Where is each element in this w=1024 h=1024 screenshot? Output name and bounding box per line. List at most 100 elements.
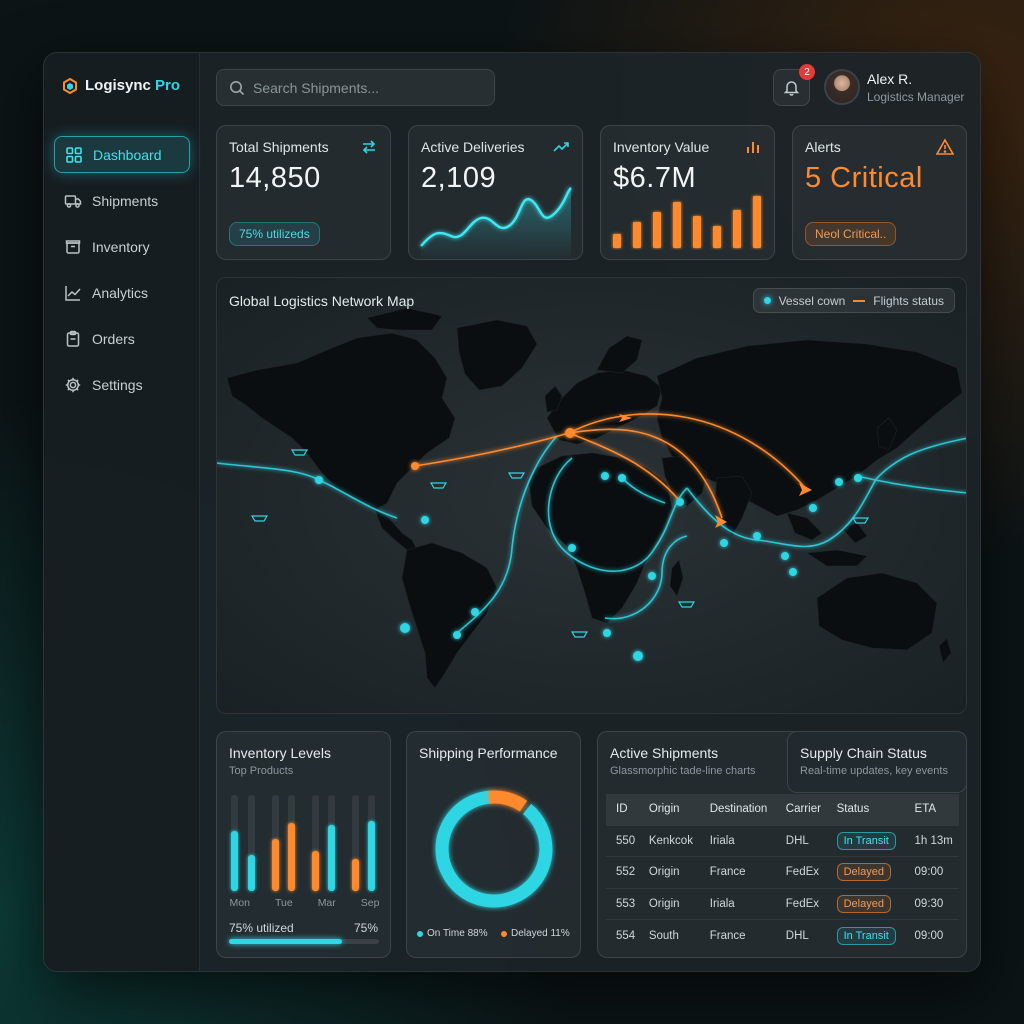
sidebar-item-label: Inventory [92, 238, 150, 255]
search-input[interactable] [253, 79, 473, 96]
search-bar[interactable] [216, 69, 495, 106]
utilization-progress-bar [229, 939, 379, 944]
cell-status: In Transit [826, 919, 905, 951]
column-header[interactable]: Status [826, 794, 905, 825]
chart-line-icon [64, 284, 82, 302]
logo[interactable]: Logisync Pro [62, 77, 180, 94]
cell-eta: 09:30 [904, 887, 959, 920]
column-header[interactable]: Destination [699, 794, 776, 825]
trend-up-icon [553, 142, 569, 152]
shipping-performance-panel[interactable]: Shipping Performance On Time 88% Delayed… [406, 731, 581, 958]
sidebar-item-inventory[interactable]: Inventory [54, 228, 190, 265]
cell-carrier: FedEx [775, 887, 827, 920]
cell-destination: France [699, 856, 776, 888]
sidebar-item-label: Dashboard [93, 146, 162, 163]
delayed-label: Delayed 11% [511, 928, 570, 939]
axis-label: Mar [317, 897, 336, 909]
panel-title: Shipping Performance [419, 745, 558, 761]
kpi-value: 2,109 [421, 162, 497, 194]
on-time-label: On Time 88% [427, 928, 488, 939]
legend-delayed: Delayed 11% [501, 928, 570, 939]
sidebar-item-analytics[interactable]: Analytics [54, 274, 190, 311]
brand-name: Logisync Pro [85, 77, 181, 94]
cell-eta: 1h 13m [904, 824, 959, 857]
kpi-active-deliveries[interactable]: Active Deliveries 2,109 [408, 125, 583, 260]
cell-origin: Origin [638, 856, 700, 888]
column-header[interactable]: Carrier [775, 794, 827, 825]
status-badge: In Transit [836, 926, 896, 945]
table-row[interactable]: 554 South France DHL In Transit 09:00 [606, 919, 959, 951]
supply-chain-tab[interactable]: Supply Chain Status Real-time updates, k… [787, 731, 967, 793]
axis-label: Mon [229, 897, 250, 909]
cell-carrier: DHL [775, 824, 827, 857]
status-badge: Delayed [836, 894, 891, 913]
cell-origin: Origin [638, 887, 700, 920]
sidebar-item-orders[interactable]: Orders [54, 320, 190, 357]
kpi-title: Active Deliveries [421, 139, 525, 155]
kpi-alerts[interactable]: Alerts 5 Critical Neol Critical.. [792, 125, 967, 260]
cell-origin: South [638, 919, 700, 951]
continents [226, 307, 963, 689]
cell-carrier: DHL [775, 919, 827, 951]
cell-id: 553 [606, 887, 639, 920]
sidebar-item-label: Orders [92, 330, 135, 347]
network-map-panel[interactable]: Global Logistics Network Map Vessel cown… [216, 277, 967, 714]
notification-badge: 2 [799, 64, 815, 80]
clipboard-icon [64, 330, 82, 348]
inventory-bars [231, 795, 375, 891]
panel-title: Supply Chain Status [800, 745, 927, 761]
kpi-title: Inventory Value [613, 139, 710, 155]
network-nodes [315, 472, 862, 661]
status-badge: Delayed [836, 863, 891, 882]
column-header[interactable]: ID [606, 794, 639, 825]
notifications-button[interactable]: 2 [773, 64, 815, 106]
hub-nodes [411, 428, 575, 470]
cell-status: Delayed [826, 856, 905, 888]
logo-icon [63, 77, 77, 94]
performance-donut [435, 790, 553, 908]
sidebar-nav: Dashboard Shipments Inventory Analytics [54, 136, 190, 412]
table-row[interactable]: 553 Origin Iriala FedEx Delayed 09:30 [606, 887, 959, 920]
on-time-arc [435, 790, 553, 908]
vessel-legend-dot [763, 297, 771, 304]
user-name: Alex R. [867, 71, 913, 87]
cell-id: 550 [606, 824, 639, 857]
utilization-progress-fill [229, 939, 342, 944]
inventory-levels-panel[interactable]: Inventory Levels Top Products Mo [216, 731, 391, 958]
cell-carrier: FedEx [775, 856, 827, 888]
panel-title: Active Shipments [610, 745, 719, 761]
cell-id: 554 [606, 919, 639, 951]
cell-eta: 09:00 [904, 919, 959, 951]
inventory-axis: Mon Tue Mar Sep [217, 897, 392, 909]
cell-destination: Iriala [699, 887, 776, 920]
status-badge: In Transit [836, 831, 896, 850]
cell-destination: France [699, 919, 776, 951]
delayed-dot [501, 930, 507, 937]
sidebar-item-settings[interactable]: Settings [54, 366, 190, 403]
table-row[interactable]: 552 Origin France FedEx Delayed 09:00 [606, 856, 959, 888]
world-map [217, 278, 966, 713]
column-header[interactable]: Origin [638, 794, 700, 825]
bell-icon [783, 81, 800, 96]
critical-pill: Neol Critical.. [805, 222, 897, 246]
avatar[interactable] [824, 69, 860, 105]
inventory-value-bars [613, 196, 761, 248]
sidebar-item-dashboard[interactable]: Dashboard [54, 136, 190, 173]
sidebar-item-label: Shipments [92, 192, 159, 209]
map-title: Global Logistics Network Map [229, 293, 415, 309]
kpi-value: 14,850 [229, 162, 321, 194]
sidebar-item-shipments[interactable]: Shipments [54, 182, 190, 219]
plane-icon [619, 414, 812, 528]
user-role: Logistics Manager [867, 90, 965, 104]
warning-icon [936, 138, 954, 155]
kpi-total-shipments[interactable]: Total Shipments 14,850 75% utilizeds [216, 125, 391, 260]
kpi-inventory-value[interactable]: Inventory Value $6.7M [600, 125, 775, 260]
legend-flights-label: Flights status [873, 293, 944, 308]
kpi-value: 5 Critical [805, 162, 923, 194]
sidebar: Logisync Pro Dashboard Shipments Inv [44, 53, 200, 971]
kpi-title: Alerts [805, 139, 841, 155]
table-row[interactable]: 550 Kenkcok Iriala DHL In Transit 1h 13m [606, 824, 959, 857]
column-header[interactable]: ETA [904, 794, 959, 825]
axis-label: Tue [274, 897, 293, 909]
grid-icon [65, 146, 83, 164]
